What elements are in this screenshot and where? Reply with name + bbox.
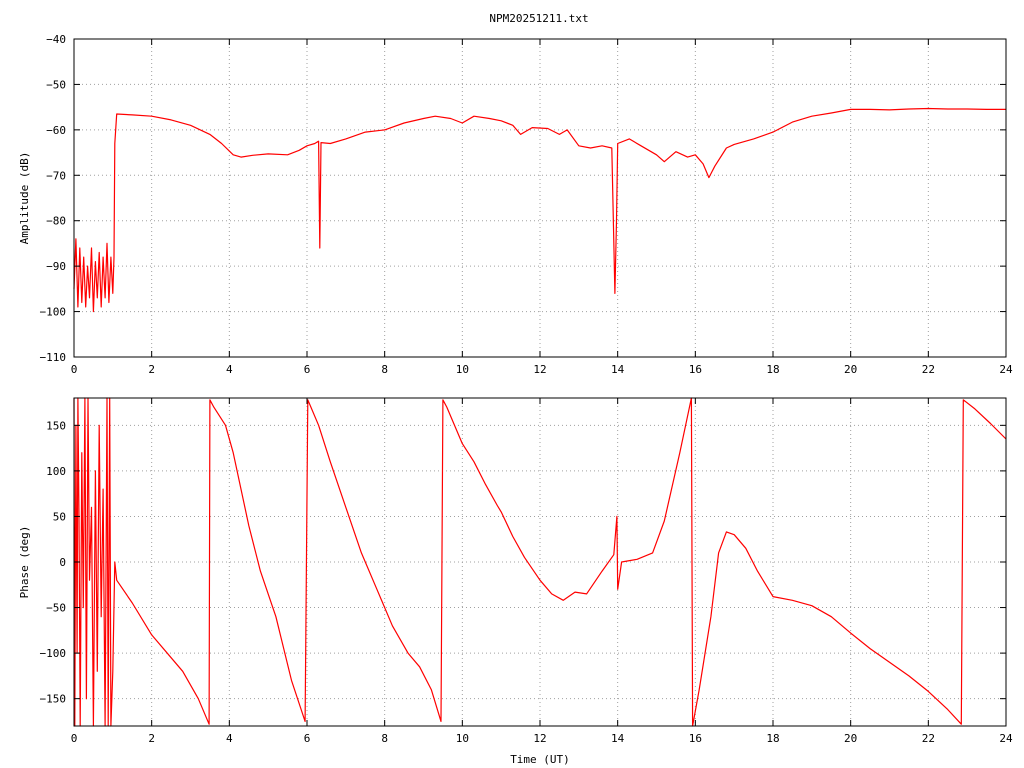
phase-y-tick-label: 0 bbox=[59, 556, 66, 569]
phase-x-tick-label: 8 bbox=[381, 732, 388, 745]
amplitude-y-tick-label: −90 bbox=[46, 260, 66, 273]
chart-title: NPM20251211.txt bbox=[489, 12, 588, 25]
amplitude-x-tick-label: 22 bbox=[922, 363, 935, 376]
phase-y-tick-label: −100 bbox=[40, 647, 67, 660]
amplitude-y-axis-label: Amplitude (dB) bbox=[18, 152, 31, 245]
phase-x-tick-label: 2 bbox=[148, 732, 155, 745]
phase-y-tick-label: 100 bbox=[46, 465, 66, 478]
amplitude-x-tick-label: 2 bbox=[148, 363, 155, 376]
amplitude-x-tick-label: 10 bbox=[456, 363, 469, 376]
phase-y-tick-label: 50 bbox=[53, 510, 66, 523]
phase-y-tick-label: −150 bbox=[40, 693, 67, 706]
phase-x-tick-label: 10 bbox=[456, 732, 469, 745]
amplitude-x-tick-label: 12 bbox=[533, 363, 546, 376]
amplitude-y-tick-label: −70 bbox=[46, 169, 66, 182]
phase-x-tick-label: 22 bbox=[922, 732, 935, 745]
amplitude-x-tick-label: 18 bbox=[766, 363, 779, 376]
amplitude-y-tick-label: −80 bbox=[46, 215, 66, 228]
phase-series-line bbox=[73, 397, 1007, 727]
amplitude-x-tick-label: 6 bbox=[304, 363, 311, 376]
amplitude-x-tick-label: 14 bbox=[611, 363, 625, 376]
amplitude-y-tick-label: −110 bbox=[40, 351, 67, 364]
phase-x-tick-label: 14 bbox=[611, 732, 625, 745]
phase-x-tick-label: 18 bbox=[766, 732, 779, 745]
amplitude-y-tick-label: −40 bbox=[46, 33, 66, 46]
amplitude-y-tick-label: −100 bbox=[40, 306, 67, 319]
phase-plot-frame bbox=[73, 397, 1007, 727]
phase-x-tick-label: 0 bbox=[71, 732, 78, 745]
amplitude-x-tick-label: 20 bbox=[844, 363, 857, 376]
phase-x-tick-label: 6 bbox=[304, 732, 311, 745]
phase-x-axis-label: Time (UT) bbox=[510, 753, 570, 766]
amplitude-x-tick-label: 0 bbox=[71, 363, 78, 376]
phase-y-tick-label: 150 bbox=[46, 419, 66, 432]
phase-panel: 0 2 4 6 8 10 12 14 16 18 20 22 24−150−100−5005010015… bbox=[18, 397, 1013, 766]
amplitude-y-tick-label: −60 bbox=[46, 124, 66, 137]
amplitude-x-tick-label: 16 bbox=[689, 363, 702, 376]
amplitude-x-tick-label: 8 bbox=[381, 363, 388, 376]
phase-y-axis-label: Phase (deg) bbox=[18, 526, 31, 599]
phase-x-tick-label: 24 bbox=[999, 732, 1013, 745]
phase-x-tick-label: 16 bbox=[689, 732, 702, 745]
amplitude-x-tick-label: 4 bbox=[226, 363, 233, 376]
amplitude-panel: 0 2 4 6 8 10 12 14 16 18 20 22 24−110−100−90−80−70−6… bbox=[18, 33, 1013, 376]
amplitude-series-line bbox=[73, 107, 1006, 313]
phase-x-tick-label: 20 bbox=[844, 732, 857, 745]
amplitude-x-tick-label: 24 bbox=[999, 363, 1013, 376]
amplitude-y-tick-label: −50 bbox=[46, 78, 66, 91]
phase-y-tick-label: −50 bbox=[46, 602, 66, 615]
amplitude-plot-frame bbox=[73, 38, 1007, 358]
phase-x-tick-label: 12 bbox=[533, 732, 546, 745]
phase-x-tick-label: 4 bbox=[226, 732, 233, 745]
